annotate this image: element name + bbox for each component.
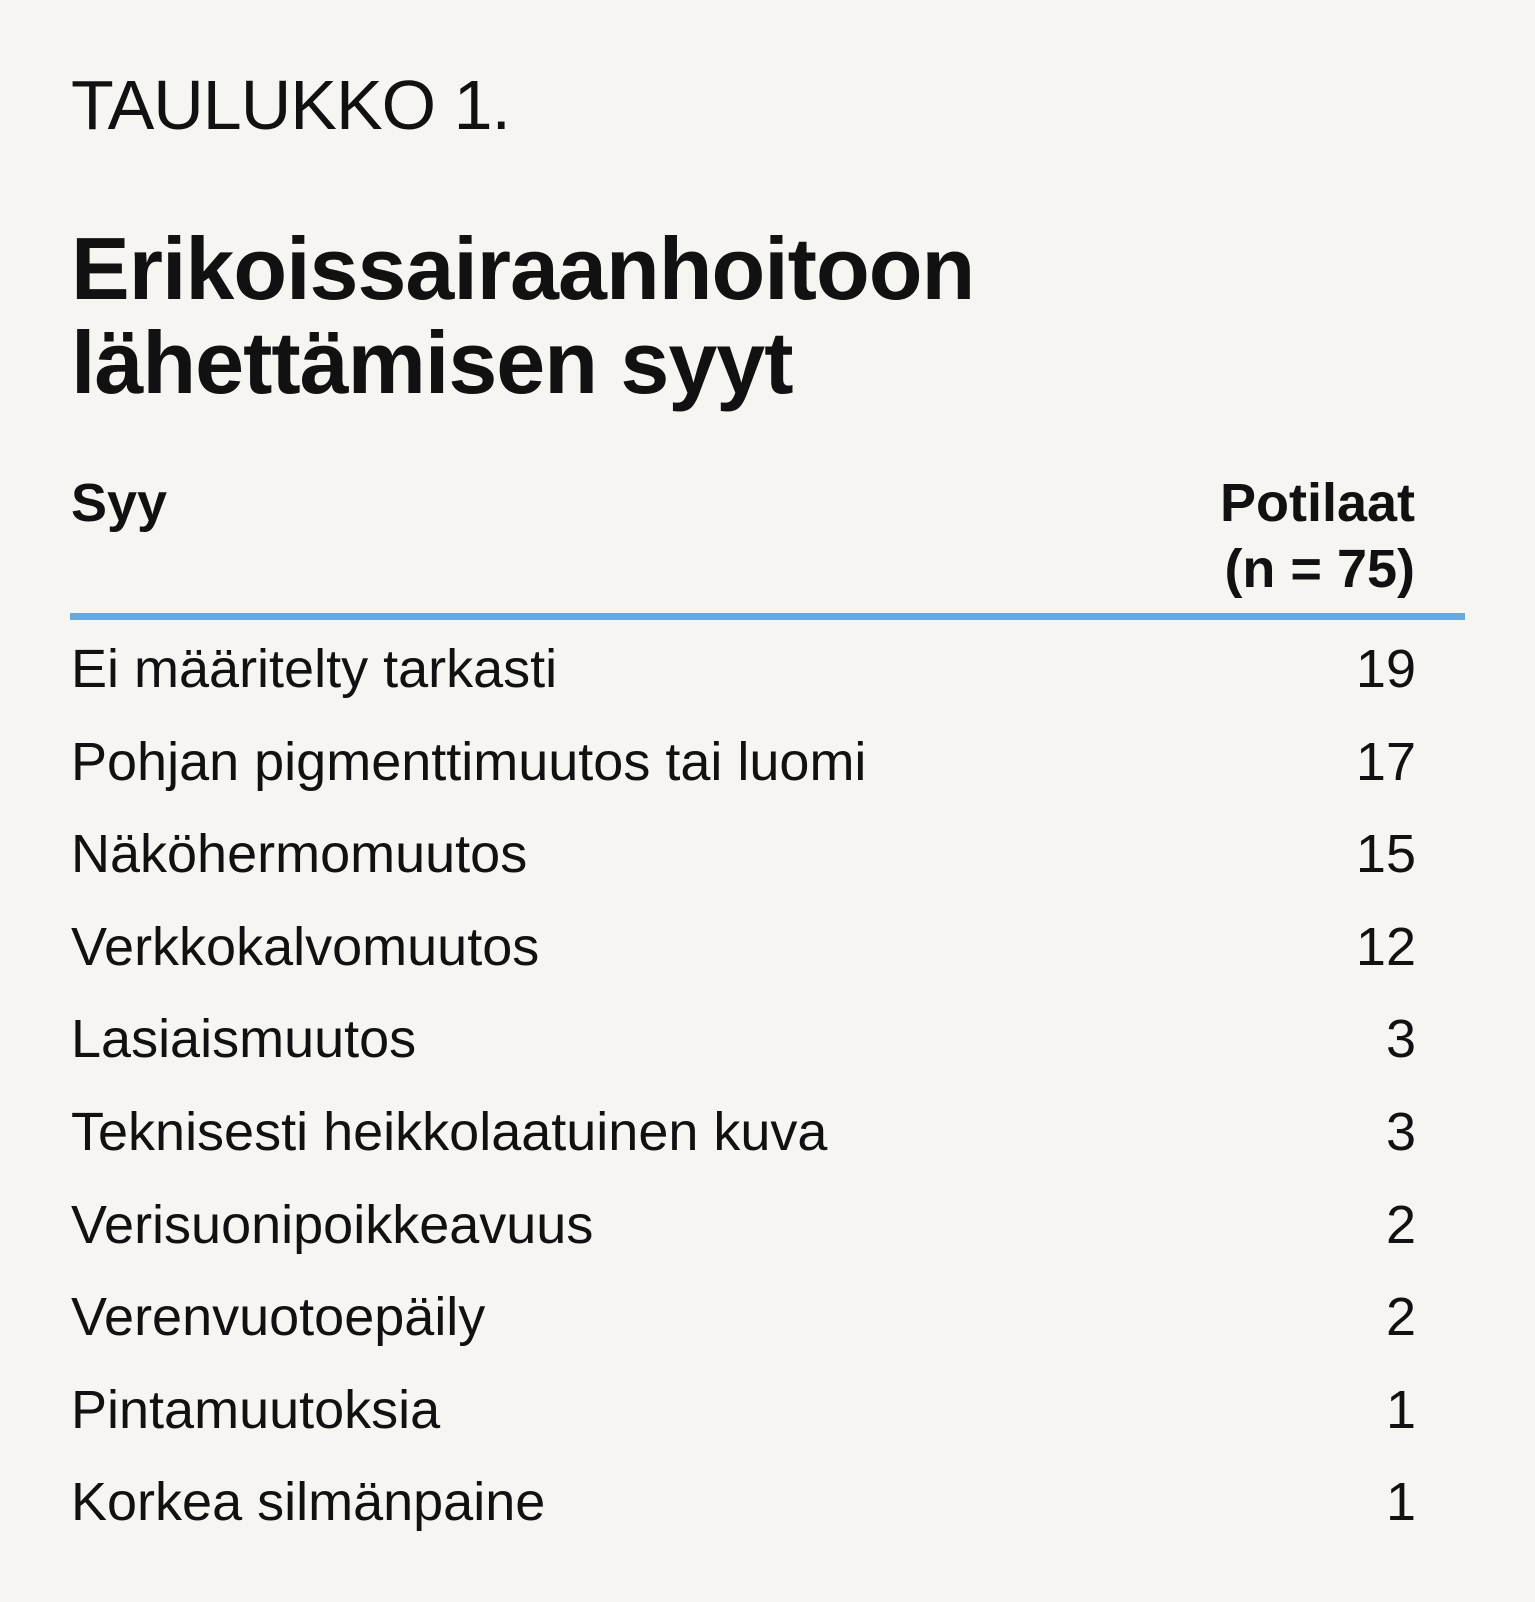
row-count: 2 — [1385, 1194, 1416, 1255]
row-reason: Näköhermomuutos — [71, 824, 528, 885]
row-reason: Pintamuutoksia — [71, 1379, 441, 1440]
table-row: Pohjan pigmenttimuutos tai luomi 17 — [71, 716, 1416, 809]
row-count: 1 — [1385, 1379, 1416, 1440]
row-count: 1 — [1385, 1472, 1416, 1533]
table-label: TAULUKKO 1. — [71, 66, 511, 144]
row-count: 15 — [1355, 824, 1416, 885]
column-header-patients-line-2: (n = 75) — [1224, 539, 1415, 599]
row-count: 3 — [1385, 1009, 1416, 1070]
column-header-patients-line-1: Potilaat — [1219, 473, 1415, 533]
row-reason: Verenvuotoepäily — [71, 1287, 486, 1348]
row-reason: Verisuonipoikkeavuus — [71, 1194, 594, 1255]
table-row: Verenvuotoepäily 2 — [71, 1271, 1416, 1364]
table-row: Korkea silmänpaine 1 — [71, 1456, 1416, 1549]
table-title: Erikoissairaanhoitoon lähettämisen syyt — [71, 222, 1171, 410]
row-count: 19 — [1355, 639, 1416, 699]
table-row: Pintamuutoksia 1 — [71, 1364, 1416, 1457]
row-reason: Korkea silmänpaine — [71, 1472, 546, 1533]
table-row: Näköhermomuutos 15 — [71, 808, 1416, 901]
column-header-patients: Potilaat (n = 75) — [1220, 470, 1415, 602]
table-row: Verisuonipoikkeavuus 2 — [71, 1179, 1416, 1272]
row-reason: Lasiaismuutos — [71, 1009, 417, 1070]
header-rule — [70, 613, 1465, 620]
row-reason: Ei määritelty tarkasti — [71, 639, 558, 699]
table-row: Verkkokalvomuutos 12 — [71, 901, 1416, 994]
row-count: 17 — [1355, 731, 1416, 792]
row-reason: Verkkokalvomuutos — [71, 916, 540, 977]
table-row: Teknisesti heikkolaatuinen kuva 3 — [71, 1086, 1416, 1179]
row-count: 3 — [1385, 1101, 1416, 1162]
table-row: Lasiaismuutos 3 — [71, 993, 1416, 1086]
column-header-reason: Syy — [71, 473, 168, 533]
table-title-line-2: lähettämisen syyt — [71, 313, 794, 412]
table-row: Ei määritelty tarkasti 19 — [71, 623, 1416, 716]
table-body: Ei määritelty tarkasti 19 Pohjan pigment… — [71, 623, 1416, 1549]
row-count: 12 — [1355, 916, 1416, 977]
row-reason: Teknisesti heikkolaatuinen kuva — [71, 1101, 828, 1162]
row-count: 2 — [1385, 1287, 1416, 1348]
row-reason: Pohjan pigmenttimuutos tai luomi — [71, 731, 867, 792]
table-title-line-1: Erikoissairaanhoitoon — [71, 219, 975, 318]
